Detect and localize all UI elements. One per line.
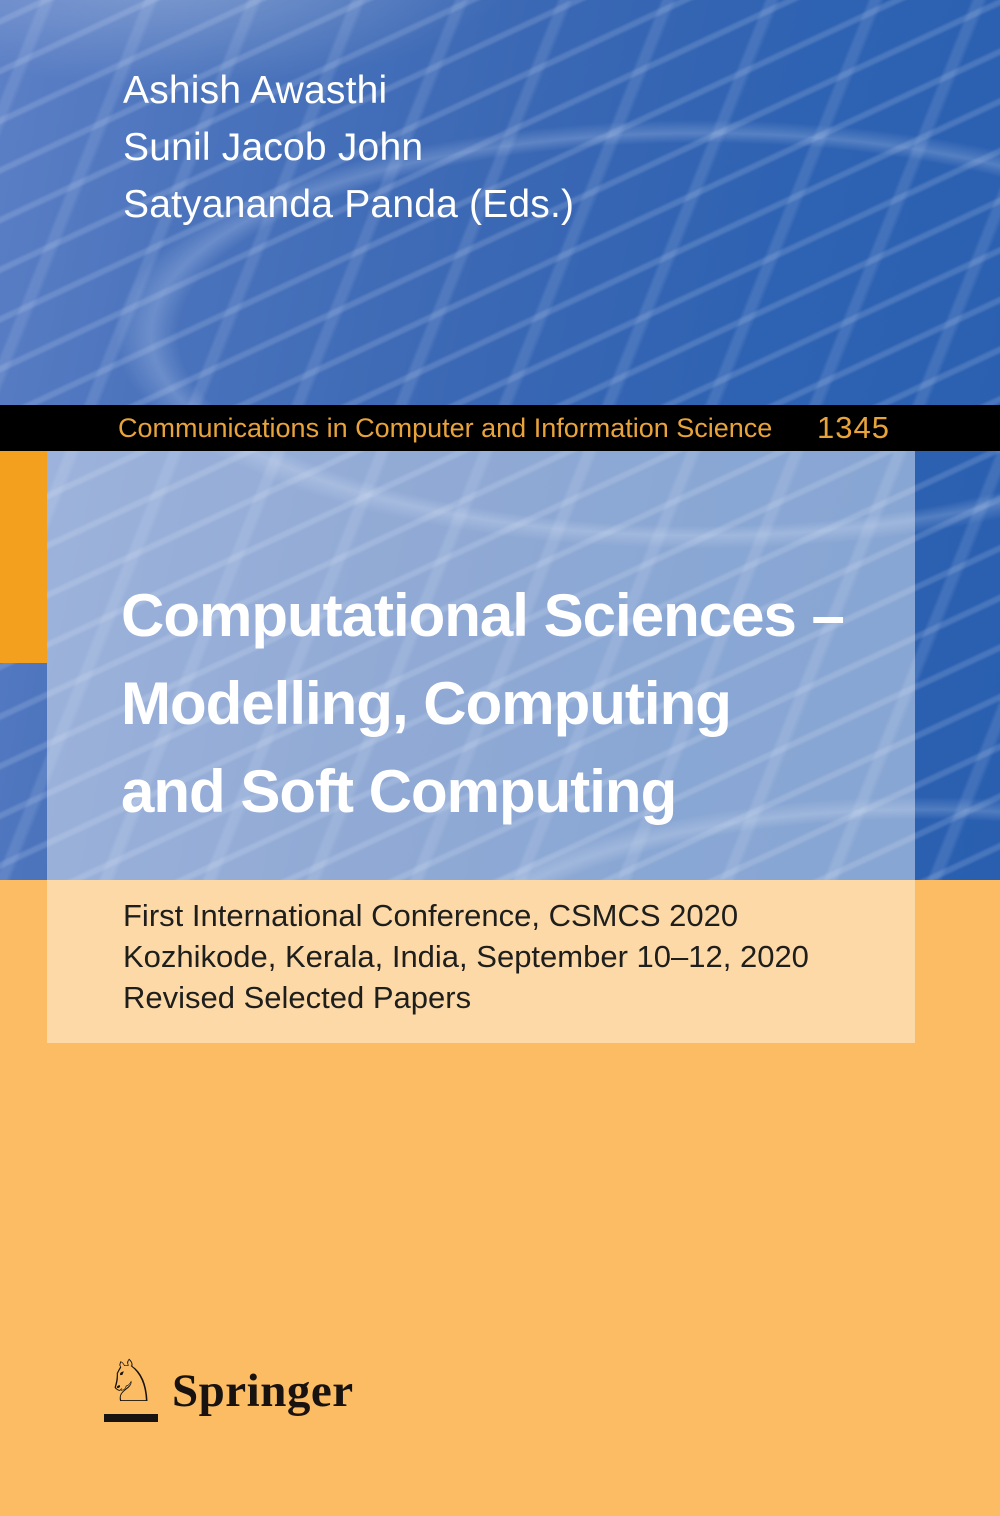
series-volume-number: 1345 bbox=[817, 410, 890, 445]
editor-name: Satyananda Panda (Eds.) bbox=[123, 183, 575, 226]
series-title: Communications in Computer and Informati… bbox=[118, 413, 773, 443]
book-title-line: Computational Sciences – bbox=[121, 582, 845, 649]
book-subtitle: First International Conference, CSMCS 20… bbox=[123, 895, 809, 1018]
springer-horse-icon: ♘ bbox=[104, 1350, 158, 1422]
editor-name: Ashish Awasthi bbox=[123, 69, 388, 112]
subtitle-line: First International Conference, CSMCS 20… bbox=[123, 898, 739, 933]
spine-accent-tab bbox=[0, 451, 47, 663]
title-panel bbox=[47, 451, 915, 1043]
editors-block: Ashish Awasthi Sunil Jacob John Satyanan… bbox=[123, 62, 574, 233]
book-title-line: and Soft Computing bbox=[121, 758, 677, 825]
subtitle-line: Revised Selected Papers bbox=[123, 980, 472, 1015]
publisher-name: Springer bbox=[172, 1365, 354, 1417]
publisher-logo: ♘ Springer bbox=[104, 1350, 354, 1422]
series-bar: Communications in Computer and Informati… bbox=[0, 405, 1000, 451]
book-title: Computational Sciences – Modelling, Comp… bbox=[121, 572, 845, 836]
editor-name: Sunil Jacob John bbox=[123, 126, 424, 169]
subtitle-line: Kozhikode, Kerala, India, September 10–1… bbox=[123, 939, 809, 974]
springer-horse-glyph: ♘ bbox=[105, 1347, 157, 1415]
springer-logo-underline bbox=[104, 1414, 158, 1422]
orange-background bbox=[0, 880, 1000, 1516]
book-title-line: Modelling, Computing bbox=[121, 670, 732, 737]
